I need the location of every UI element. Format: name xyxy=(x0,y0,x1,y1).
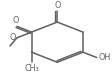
Text: O: O xyxy=(13,16,19,25)
Text: CH₃: CH₃ xyxy=(24,64,39,73)
Text: O: O xyxy=(54,1,60,10)
Text: OH: OH xyxy=(98,53,111,62)
Text: O: O xyxy=(9,33,16,42)
